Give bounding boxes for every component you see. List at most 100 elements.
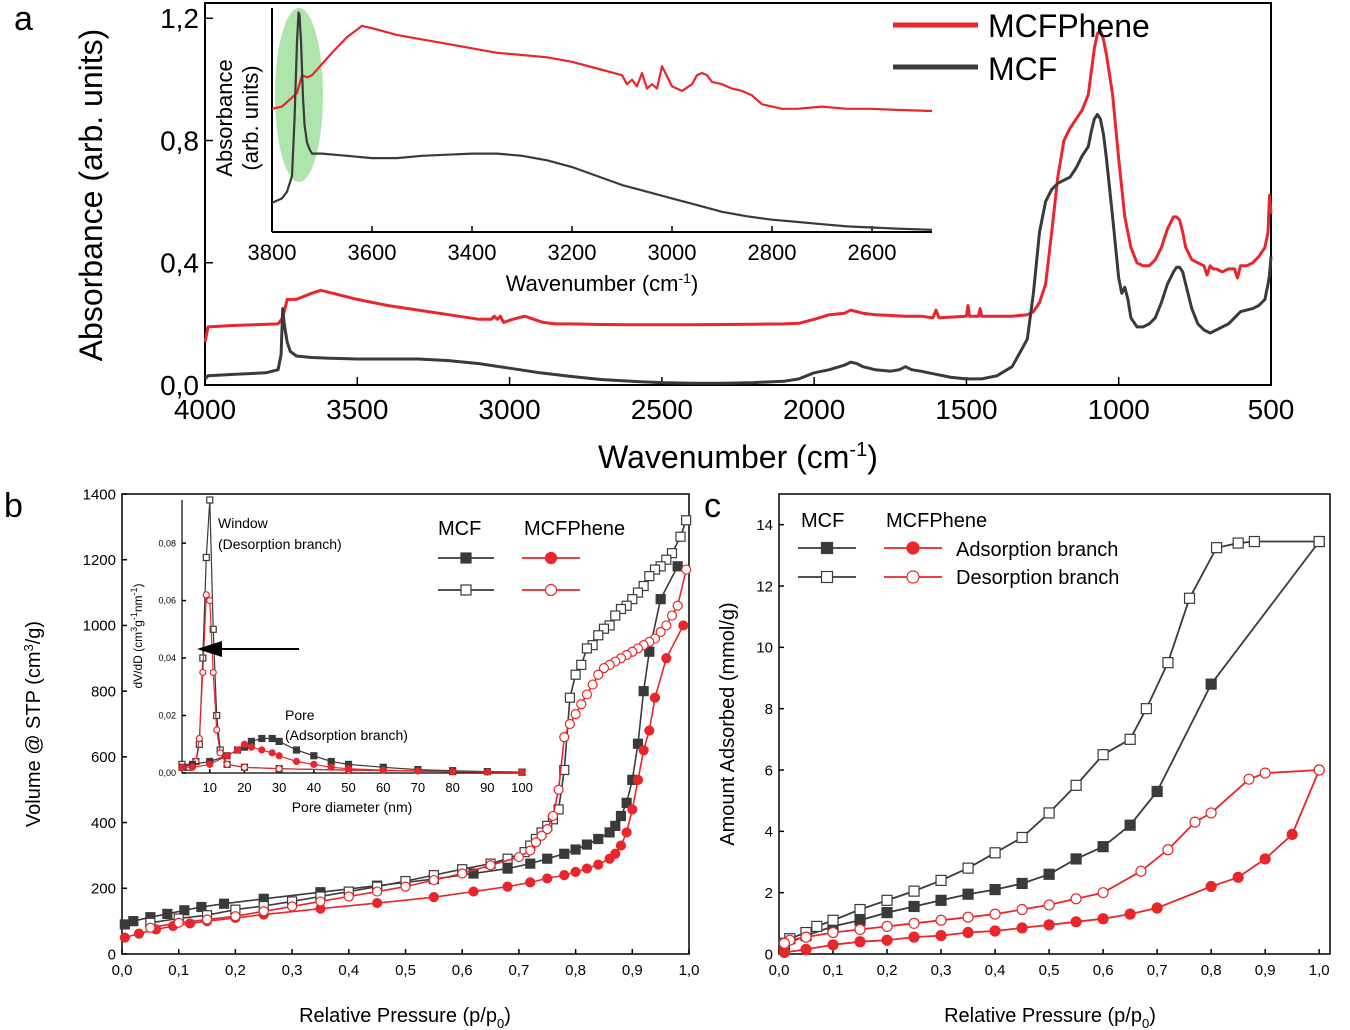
y-tick-label: 0 [108,946,116,963]
data-point [655,594,666,605]
data-point [292,757,301,766]
data-point [196,901,207,913]
data-point [1205,807,1217,819]
chart-c-main: 0,0 0,1 0,2 0,3 0,4 0,5 0,6 0,7 0,8 0,9 1,0 0 2 4 6 8 10… [717,493,1331,1030]
x-tick-label: 0,8 [1201,962,1222,979]
data-point [119,932,130,943]
data-point [800,943,812,956]
data-point [218,898,230,909]
data-point [661,554,672,565]
x-tick-label: 70 [411,780,425,795]
b-inset-ylabel: dV/dD (cm3g-1nm-1) [129,583,145,688]
series-line-mcfphene [203,29,1273,343]
data-point [213,726,221,734]
y-tick-label: 1400 [83,486,116,503]
data-point [610,820,621,831]
chart-b-inset: 10 20 30 40 50 60 70 80 90 100 0,00 0,02 0,04 0,06 0,0… [129,496,533,815]
series-line-mcf-adsorption [784,540,1320,946]
data-point [570,709,581,720]
series-line-mcf [271,11,933,231]
data-point [525,845,536,856]
data-point [223,752,231,760]
b-legend-markers [438,551,580,597]
x-tick-label: 0,5 [395,962,416,979]
data-point [593,630,604,641]
panel-label-b: b [4,487,23,525]
b-inset-series [178,496,526,777]
y-tick-label: 0,02 [158,711,176,721]
data-point [908,931,920,943]
data-point [962,926,974,939]
data-point [908,885,920,897]
data-point [598,623,610,634]
data-point [1043,919,1055,931]
x-tick-label: 0,3 [931,962,952,979]
y-tick-label: 0,08 [158,538,176,548]
x-tick-label: 1500 [935,394,997,425]
data-point [962,911,974,923]
y-tick-label: 0,0 [160,370,199,401]
data-point [1016,831,1028,844]
data-point [681,564,692,575]
data-point [428,892,439,903]
data-point [258,746,266,754]
data-point [468,886,479,897]
data-point [206,596,214,605]
c-main-ticks: 0,0 0,1 0,2 0,3 0,4 0,5 0,6 0,7 0,8 0,9 1,0 0 2 4 6 8 10… [756,517,1329,979]
data-point [906,570,920,584]
a-inset-series [271,11,933,231]
data-point [627,594,638,605]
x-tick-label: 3000 [648,240,697,265]
x-tick-label: 500 [1248,394,1295,425]
data-point [287,901,298,912]
data-point [581,863,593,874]
series-line-mcf [203,113,1273,385]
data-point [638,686,649,697]
data-point [962,862,974,874]
y-tick-label: 1,2 [160,3,199,34]
x-tick-label: 0,7 [508,962,529,979]
data-point [542,853,553,864]
b-main-ylabel: Volume @ STP (cm3/g) [21,621,45,827]
data-point [854,914,866,926]
x-tick-label: 0,9 [622,962,643,979]
data-point [233,746,242,754]
y-tick-label: 0 [765,946,773,963]
data-point [570,844,581,855]
c-main-series [778,535,1325,959]
data-point [615,810,627,822]
y-tick-label: 600 [91,749,116,766]
legend-label-mcfphene: MCFPhene [988,8,1150,44]
series-line-mcf-adsorption [124,565,679,926]
data-point [1313,764,1325,776]
x-tick-label: 1000 [1088,394,1150,425]
annotation-window-1: Window [218,515,269,531]
data-point [195,734,203,743]
data-point [1140,703,1152,715]
data-point [275,737,283,745]
data-point [908,900,920,913]
data-point [240,763,249,771]
data-point [202,591,210,599]
a-main-series [203,29,1273,385]
c-legend-desorption: Desorption branch [956,567,1119,589]
x-tick-label: 2500 [631,394,693,425]
data-point [145,922,156,933]
data-point [173,917,184,928]
y-tick-label: 6 [765,762,773,779]
x-tick-label: 3200 [548,240,597,265]
data-point [372,886,383,897]
data-point [485,860,496,871]
data-point [525,877,536,888]
data-point [201,914,213,925]
y-tick-label: 10 [756,640,773,657]
chart-b-main: 0,0 0,1 0,2 0,3 0,4 0,5 0,6 0,7 0,8 0,9 1,00200400… [21,486,699,1030]
chart-a-main: 4000 3500 3000 2500 2000 1500 1000 500 0,0 0,4 0,8… [73,2,1295,475]
data-point [1043,868,1055,880]
x-tick-label: 10 [203,780,217,795]
data-point [199,668,207,677]
x-tick-label: 0,1 [823,962,844,979]
data-point [559,848,570,859]
data-point [344,765,353,773]
data-point [1259,767,1271,779]
